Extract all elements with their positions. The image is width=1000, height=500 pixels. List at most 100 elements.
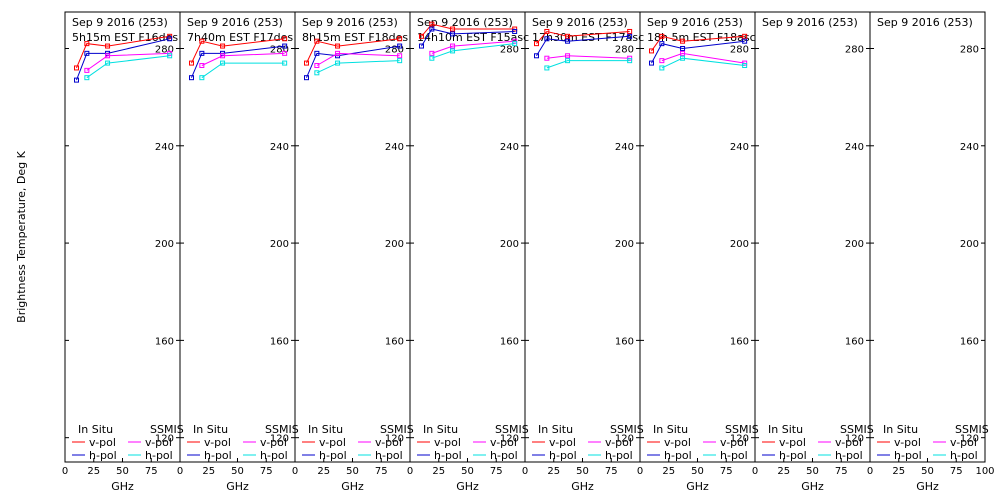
y-tick-label-6-160: 160 bbox=[730, 336, 749, 347]
panel-time-1: 5h15m EST F16des bbox=[72, 31, 178, 44]
legend-ssmis-header-5: SSMIS bbox=[610, 423, 644, 436]
x-tick-label-4-75: 75 bbox=[490, 466, 503, 477]
series-in_situ_v-point-6-3 bbox=[680, 38, 686, 44]
series-ssmis_h-point-2-1 bbox=[199, 75, 205, 81]
series-in_situ_h-point-4-4 bbox=[512, 28, 518, 34]
legend-in-situ-header-8: In Situ bbox=[883, 423, 918, 436]
series-ssmis_h-point-2-3 bbox=[282, 60, 288, 66]
x-tick-label-1-0: 0 bbox=[62, 466, 68, 477]
legend-ssmis-header-6: SSMIS bbox=[725, 423, 759, 436]
series-in_situ_v-point-2-2 bbox=[199, 38, 205, 44]
x-tick-label-5-50: 50 bbox=[576, 466, 589, 477]
series-in_situ_v-point-4-3 bbox=[450, 26, 456, 32]
x-axis-label-7: GHz bbox=[801, 480, 824, 493]
series-in_situ_h-point-6-1 bbox=[649, 60, 654, 66]
x-tick-label-8-75: 75 bbox=[950, 466, 963, 477]
y-tick-label-3-200: 200 bbox=[385, 239, 404, 250]
series-ssmis_v-point-1-2 bbox=[105, 53, 111, 59]
x-tick-label-7-25: 25 bbox=[777, 466, 790, 477]
panel-frame-5 bbox=[524, 11, 641, 463]
series-in_situ_v-point-3-4 bbox=[397, 36, 403, 42]
legend-ssmis_v-label-8: v-pol bbox=[950, 436, 977, 449]
y-tick-label-4-240: 240 bbox=[500, 142, 519, 153]
series-in_situ_v-point-2-1 bbox=[189, 60, 194, 66]
x-tick-label-8-25: 25 bbox=[892, 466, 905, 477]
x-tick-label-3-0: 0 bbox=[292, 466, 298, 477]
legend-in-situ-header-4: In Situ bbox=[423, 423, 458, 436]
legend-ssmis_h-label-6: h-pol bbox=[720, 449, 748, 462]
y-axis-label: Brightness Temperature, Deg K bbox=[15, 150, 28, 322]
series-in_situ_h-point-1-2 bbox=[84, 50, 90, 56]
panel-time-2: 7h40m EST F17des bbox=[187, 31, 293, 44]
series-in_situ_v-line-6 bbox=[651, 35, 745, 52]
series-in_situ_v-point-1-1 bbox=[74, 65, 79, 71]
y-tick-label-6-240: 240 bbox=[730, 142, 749, 153]
x-tick-label-6-0: 0 bbox=[637, 466, 643, 477]
series-ssmis_v-point-3-1 bbox=[314, 63, 320, 69]
series-ssmis_v-point-5-1 bbox=[544, 55, 550, 61]
y-tick-label-2-200: 200 bbox=[270, 239, 289, 250]
series-ssmis_h-point-3-1 bbox=[314, 70, 320, 76]
legend-in-situ-header-1: In Situ bbox=[78, 423, 113, 436]
series-ssmis_h-point-5-3 bbox=[627, 58, 633, 64]
panel-date-5: Sep 9 2016 (253) bbox=[532, 16, 628, 29]
panel-date-8: Sep 9 2016 (253) bbox=[877, 16, 973, 29]
legend-ssmis_v-label-1: v-pol bbox=[145, 436, 172, 449]
series-ssmis_h-point-3-2 bbox=[335, 60, 341, 66]
series-ssmis_v-line-4 bbox=[431, 40, 515, 54]
y-tick-label-7-240: 240 bbox=[845, 142, 864, 153]
legend-ssmis_h-label-5: h-pol bbox=[605, 449, 633, 462]
series-in_situ_v-point-6-2 bbox=[659, 33, 665, 39]
panel-date-7: Sep 9 2016 (253) bbox=[762, 16, 858, 29]
series-ssmis_v-point-3-3 bbox=[397, 53, 403, 59]
legend-ssmis_v-label-6: v-pol bbox=[720, 436, 747, 449]
series-in_situ_v-point-6-4 bbox=[742, 33, 748, 39]
series-in_situ_v-point-5-1 bbox=[534, 41, 539, 47]
x-tick-label-2-75: 75 bbox=[260, 466, 273, 477]
series-in_situ_v-point-4-2 bbox=[429, 21, 435, 27]
legend-in_situ_v-label-1: v-pol bbox=[89, 436, 116, 449]
x-axis-label-6: GHz bbox=[686, 480, 709, 493]
panel-date-6: Sep 9 2016 (253) bbox=[647, 16, 743, 29]
series-ssmis_v-point-6-1 bbox=[659, 58, 665, 64]
series-in_situ_h-point-5-1 bbox=[534, 53, 539, 59]
panel-time-6: 18h 5m EST F18asc bbox=[647, 31, 756, 44]
series-ssmis_v-point-4-2 bbox=[450, 43, 456, 49]
series-ssmis_h-line-6 bbox=[661, 57, 745, 69]
x-tick-label-4-0: 0 bbox=[407, 466, 413, 477]
series-ssmis_h-point-6-2 bbox=[680, 55, 686, 61]
y-tick-label-5-280: 280 bbox=[615, 44, 634, 55]
series-ssmis_v-point-5-2 bbox=[565, 53, 571, 59]
series-in_situ_h-point-2-1 bbox=[189, 75, 194, 81]
series-in_situ_h-point-6-2 bbox=[659, 41, 665, 47]
series-ssmis_h-line-2 bbox=[201, 62, 285, 79]
x-tick-label-1-25: 25 bbox=[87, 466, 100, 477]
panel-time-3: 8h15m EST F18des bbox=[302, 31, 408, 44]
series-in_situ_v-point-3-1 bbox=[304, 60, 309, 66]
y-tick-label-6-280: 280 bbox=[730, 44, 749, 55]
series-in_situ_v-line-3 bbox=[306, 38, 400, 64]
x-tick-label-2-0: 0 bbox=[177, 466, 183, 477]
panel-frame-1 bbox=[64, 11, 181, 463]
y-tick-label-1-280: 280 bbox=[155, 44, 174, 55]
legend-in_situ_h-label-8: h-pol bbox=[894, 449, 922, 462]
x-tick-label-2-50: 50 bbox=[231, 466, 244, 477]
series-in_situ_v-line-4 bbox=[421, 23, 515, 37]
series-in_situ_h-line-4 bbox=[421, 28, 515, 47]
legend-ssmis_h-label-7: h-pol bbox=[835, 449, 863, 462]
y-tick-label-6-200: 200 bbox=[730, 239, 749, 250]
legend-in_situ_v-label-2: v-pol bbox=[204, 436, 231, 449]
x-tick-label-2-25: 25 bbox=[202, 466, 215, 477]
series-ssmis_h-line-1 bbox=[86, 55, 170, 79]
series-in_situ_v-point-3-3 bbox=[335, 43, 341, 49]
series-ssmis_h-point-1-3 bbox=[167, 53, 173, 59]
series-in_situ_h-point-1-4 bbox=[167, 36, 173, 42]
y-tick-label-8-280: 280 bbox=[960, 44, 979, 55]
series-in_situ_v-point-3-2 bbox=[314, 38, 320, 44]
series-ssmis_h-point-4-1 bbox=[429, 55, 435, 61]
x-tick-label-8-0: 0 bbox=[867, 466, 873, 477]
legend-in_situ_h-label-5: h-pol bbox=[549, 449, 577, 462]
x-tick-label-8-100: 100 bbox=[975, 466, 994, 477]
series-in_situ_v-point-1-3 bbox=[105, 43, 111, 49]
series-ssmis_v-line-1 bbox=[86, 52, 170, 71]
